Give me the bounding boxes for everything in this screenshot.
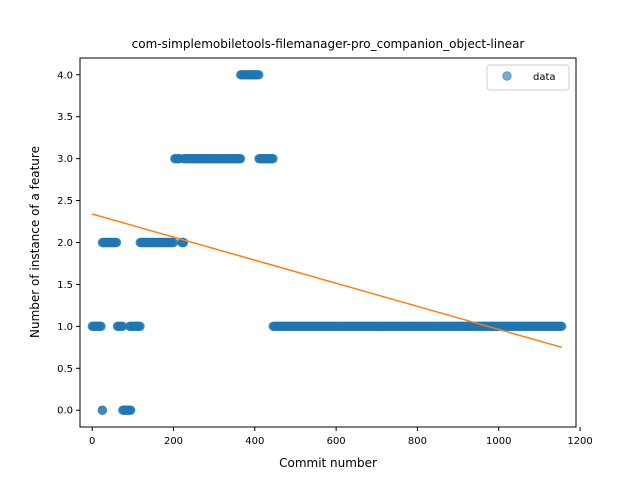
x-tick-label: 1200 xyxy=(567,436,592,447)
x-tick-label: 0 xyxy=(89,436,95,447)
data-point xyxy=(235,153,246,164)
chart-title: com-simplemobiletools-filemanager-pro_co… xyxy=(132,37,525,51)
legend-label-data: data xyxy=(533,72,556,83)
data-point xyxy=(254,70,264,80)
legend-box xyxy=(486,64,570,91)
x-axis-label: Commit number xyxy=(279,456,377,470)
y-tick-label: 4.0 xyxy=(57,70,73,81)
y-tick-label: 2.0 xyxy=(57,238,73,249)
data-point xyxy=(111,237,122,248)
y-tick-label: 3.0 xyxy=(57,154,73,165)
legend: data xyxy=(486,64,570,91)
y-tick-label: 1.0 xyxy=(57,322,73,333)
x-tick-label: 200 xyxy=(164,436,183,447)
y-axis: 0.0 0.5 1.0 1.5 2.0 2.5 3.0 3.5 4.0 xyxy=(57,70,80,417)
y-axis-label: Number of instance of a feature xyxy=(28,146,42,338)
x-tick-label: 400 xyxy=(245,436,264,447)
y-tick-label: 3.5 xyxy=(57,112,73,123)
data-point xyxy=(96,321,106,332)
y-tick-label: 1.5 xyxy=(57,280,73,291)
y-tick-label: 0.5 xyxy=(57,364,73,375)
data-point xyxy=(135,321,145,332)
x-tick-label: 600 xyxy=(327,436,346,447)
data-point xyxy=(168,237,179,248)
data-point xyxy=(97,405,108,415)
y-tick-label: 0.0 xyxy=(57,406,73,417)
data-point xyxy=(557,321,567,332)
legend-marker xyxy=(502,71,512,81)
fit-line xyxy=(91,213,562,349)
plot-area xyxy=(87,70,567,415)
x-axis: 0 200 400 600 800 1000 1200 xyxy=(89,427,593,447)
y-tick-label: 2.5 xyxy=(57,196,73,207)
x-tick-label: 800 xyxy=(408,436,427,447)
data-point xyxy=(126,405,136,415)
data-point xyxy=(268,153,278,164)
x-tick-label: 1000 xyxy=(486,436,511,447)
